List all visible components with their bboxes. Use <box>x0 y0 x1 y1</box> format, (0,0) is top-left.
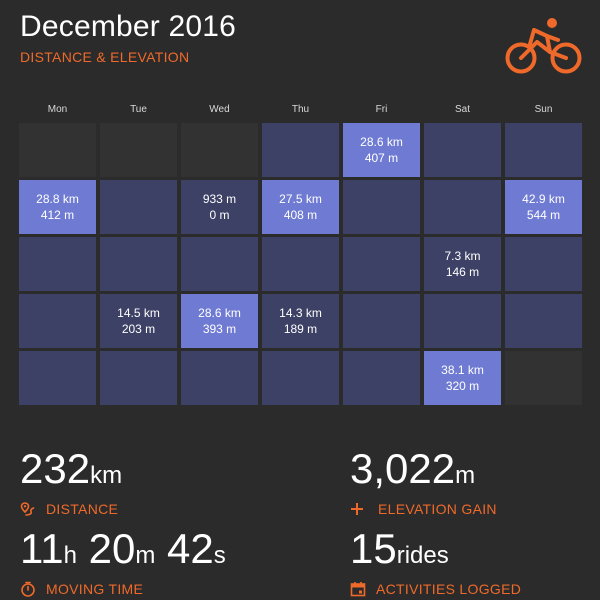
day-elevation: 0 m <box>209 208 230 222</box>
calendar-day-cell[interactable] <box>424 180 501 234</box>
calendar-icon <box>350 582 366 597</box>
calendar-day-cell[interactable] <box>343 237 420 291</box>
day-distance: 28.6 km <box>360 135 403 149</box>
day-elevation: 146 m <box>445 265 480 279</box>
weekday-header: Mon Tue Wed Thu Fri Sat Sun <box>19 104 581 120</box>
activities-unit: rides <box>396 542 449 569</box>
calendar-day-cell[interactable] <box>19 351 96 405</box>
seconds-value: 42 <box>167 525 214 572</box>
day-distance: 14.5 km <box>117 306 160 320</box>
moving-time-label: MOVING TIME <box>46 581 144 597</box>
day-elevation: 408 m <box>283 208 318 222</box>
calendar-day-cell[interactable] <box>100 351 177 405</box>
calendar-day-cell[interactable]: 28.6 km 393 m <box>181 294 258 348</box>
day-elevation: 412 m <box>40 208 75 222</box>
calendar-day-cell[interactable]: 14.3 km 189 m <box>262 294 339 348</box>
plus-icon <box>351 503 363 515</box>
calendar-day-cell[interactable] <box>181 237 258 291</box>
hours-unit: h <box>63 542 77 569</box>
elevation-value: 3,022 <box>350 445 456 492</box>
moving-time-stat: 11h 20m 42s MOVING TIME <box>20 525 226 598</box>
weekday-label: Thu <box>291 104 310 115</box>
calendar-grid: 28.6 km 407 m 28.8 km 412 m 933 m 0 m 27.5 km 4… <box>19 123 582 405</box>
calendar-day-cell[interactable] <box>262 351 339 405</box>
calendar-day-cell[interactable] <box>343 294 420 348</box>
calendar-day-cell[interactable]: 38.1 km 320 m <box>424 351 501 405</box>
calendar-day-cell[interactable] <box>100 237 177 291</box>
day-distance: 38.1 km <box>441 363 484 377</box>
activities-value: 15 <box>350 525 397 572</box>
calendar-day-cell[interactable] <box>505 123 582 177</box>
weekday-label: Mon <box>47 104 68 115</box>
calendar-day-cell[interactable] <box>343 180 420 234</box>
day-distance: 14.3 km <box>279 306 322 320</box>
elevation-stat: 3,022m ELEVATION GAIN <box>350 445 497 518</box>
calendar-cell-empty <box>181 123 258 177</box>
calendar-day-cell[interactable] <box>424 123 501 177</box>
calendar-day-cell[interactable] <box>100 180 177 234</box>
calendar-day-cell[interactable] <box>19 237 96 291</box>
day-elevation: 393 m <box>202 322 237 336</box>
activities-stat: 15rides ACTIVITIES LOGGED <box>350 525 522 598</box>
cyclist-icon <box>505 18 582 74</box>
calendar-day-cell[interactable] <box>505 294 582 348</box>
weekday-label: Sun <box>534 104 553 115</box>
weekday-label: Fri <box>375 104 388 115</box>
day-distance: 42.9 km <box>522 192 565 206</box>
day-distance: 27.5 km <box>279 192 322 206</box>
distance-value: 232 <box>20 445 91 492</box>
day-elevation: 544 m <box>526 208 561 222</box>
weekday-label: Sat <box>454 104 470 115</box>
hours-value: 11 <box>20 525 64 572</box>
weekday-label: Wed <box>209 104 230 115</box>
calendar-day-cell[interactable]: 28.6 km 407 m <box>343 123 420 177</box>
distance-label: DISTANCE <box>46 501 119 517</box>
day-elevation: 203 m <box>121 322 156 336</box>
calendar-cell-empty <box>505 351 582 405</box>
calendar-day-cell[interactable]: 42.9 km 544 m <box>505 180 582 234</box>
calendar-cell-empty <box>100 123 177 177</box>
day-distance: 933 m <box>202 192 237 206</box>
calendar-day-cell[interactable] <box>343 351 420 405</box>
calendar-day-cell[interactable]: 14.5 km 203 m <box>100 294 177 348</box>
day-elevation: 407 m <box>364 151 399 165</box>
calendar-day-cell[interactable] <box>181 351 258 405</box>
day-distance: 7.3 km <box>444 249 481 263</box>
minutes-unit: m <box>135 542 156 569</box>
route-icon <box>20 502 35 516</box>
calendar-day-cell[interactable] <box>505 237 582 291</box>
calendar-day-cell[interactable] <box>262 123 339 177</box>
minutes-value: 20 <box>88 525 136 572</box>
calendar-day-cell[interactable]: 933 m 0 m <box>181 180 258 234</box>
calendar-day-cell[interactable]: 28.8 km 412 m <box>19 180 96 234</box>
day-elevation: 189 m <box>283 322 318 336</box>
elevation-unit: m <box>455 462 476 489</box>
calendar-day-cell[interactable] <box>424 294 501 348</box>
report-subtitle: DISTANCE & ELEVATION <box>20 49 190 65</box>
day-distance: 28.6 km <box>198 306 241 320</box>
seconds-unit: s <box>213 542 226 569</box>
calendar-day-cell[interactable] <box>262 237 339 291</box>
calendar-cell-empty <box>19 123 96 177</box>
stopwatch-icon <box>21 581 35 597</box>
day-elevation: 320 m <box>445 379 480 393</box>
distance-stat: 232km DISTANCE <box>20 445 123 518</box>
day-distance: 28.8 km <box>36 192 79 206</box>
calendar-day-cell[interactable]: 7.3 km 146 m <box>424 237 501 291</box>
month-title: December 2016 <box>20 10 237 43</box>
distance-unit: km <box>90 462 123 489</box>
activities-label: ACTIVITIES LOGGED <box>376 581 522 597</box>
calendar-day-cell[interactable] <box>19 294 96 348</box>
weekday-label: Tue <box>130 104 147 115</box>
calendar-day-cell[interactable]: 27.5 km 408 m <box>262 180 339 234</box>
elevation-label: ELEVATION GAIN <box>378 501 497 517</box>
